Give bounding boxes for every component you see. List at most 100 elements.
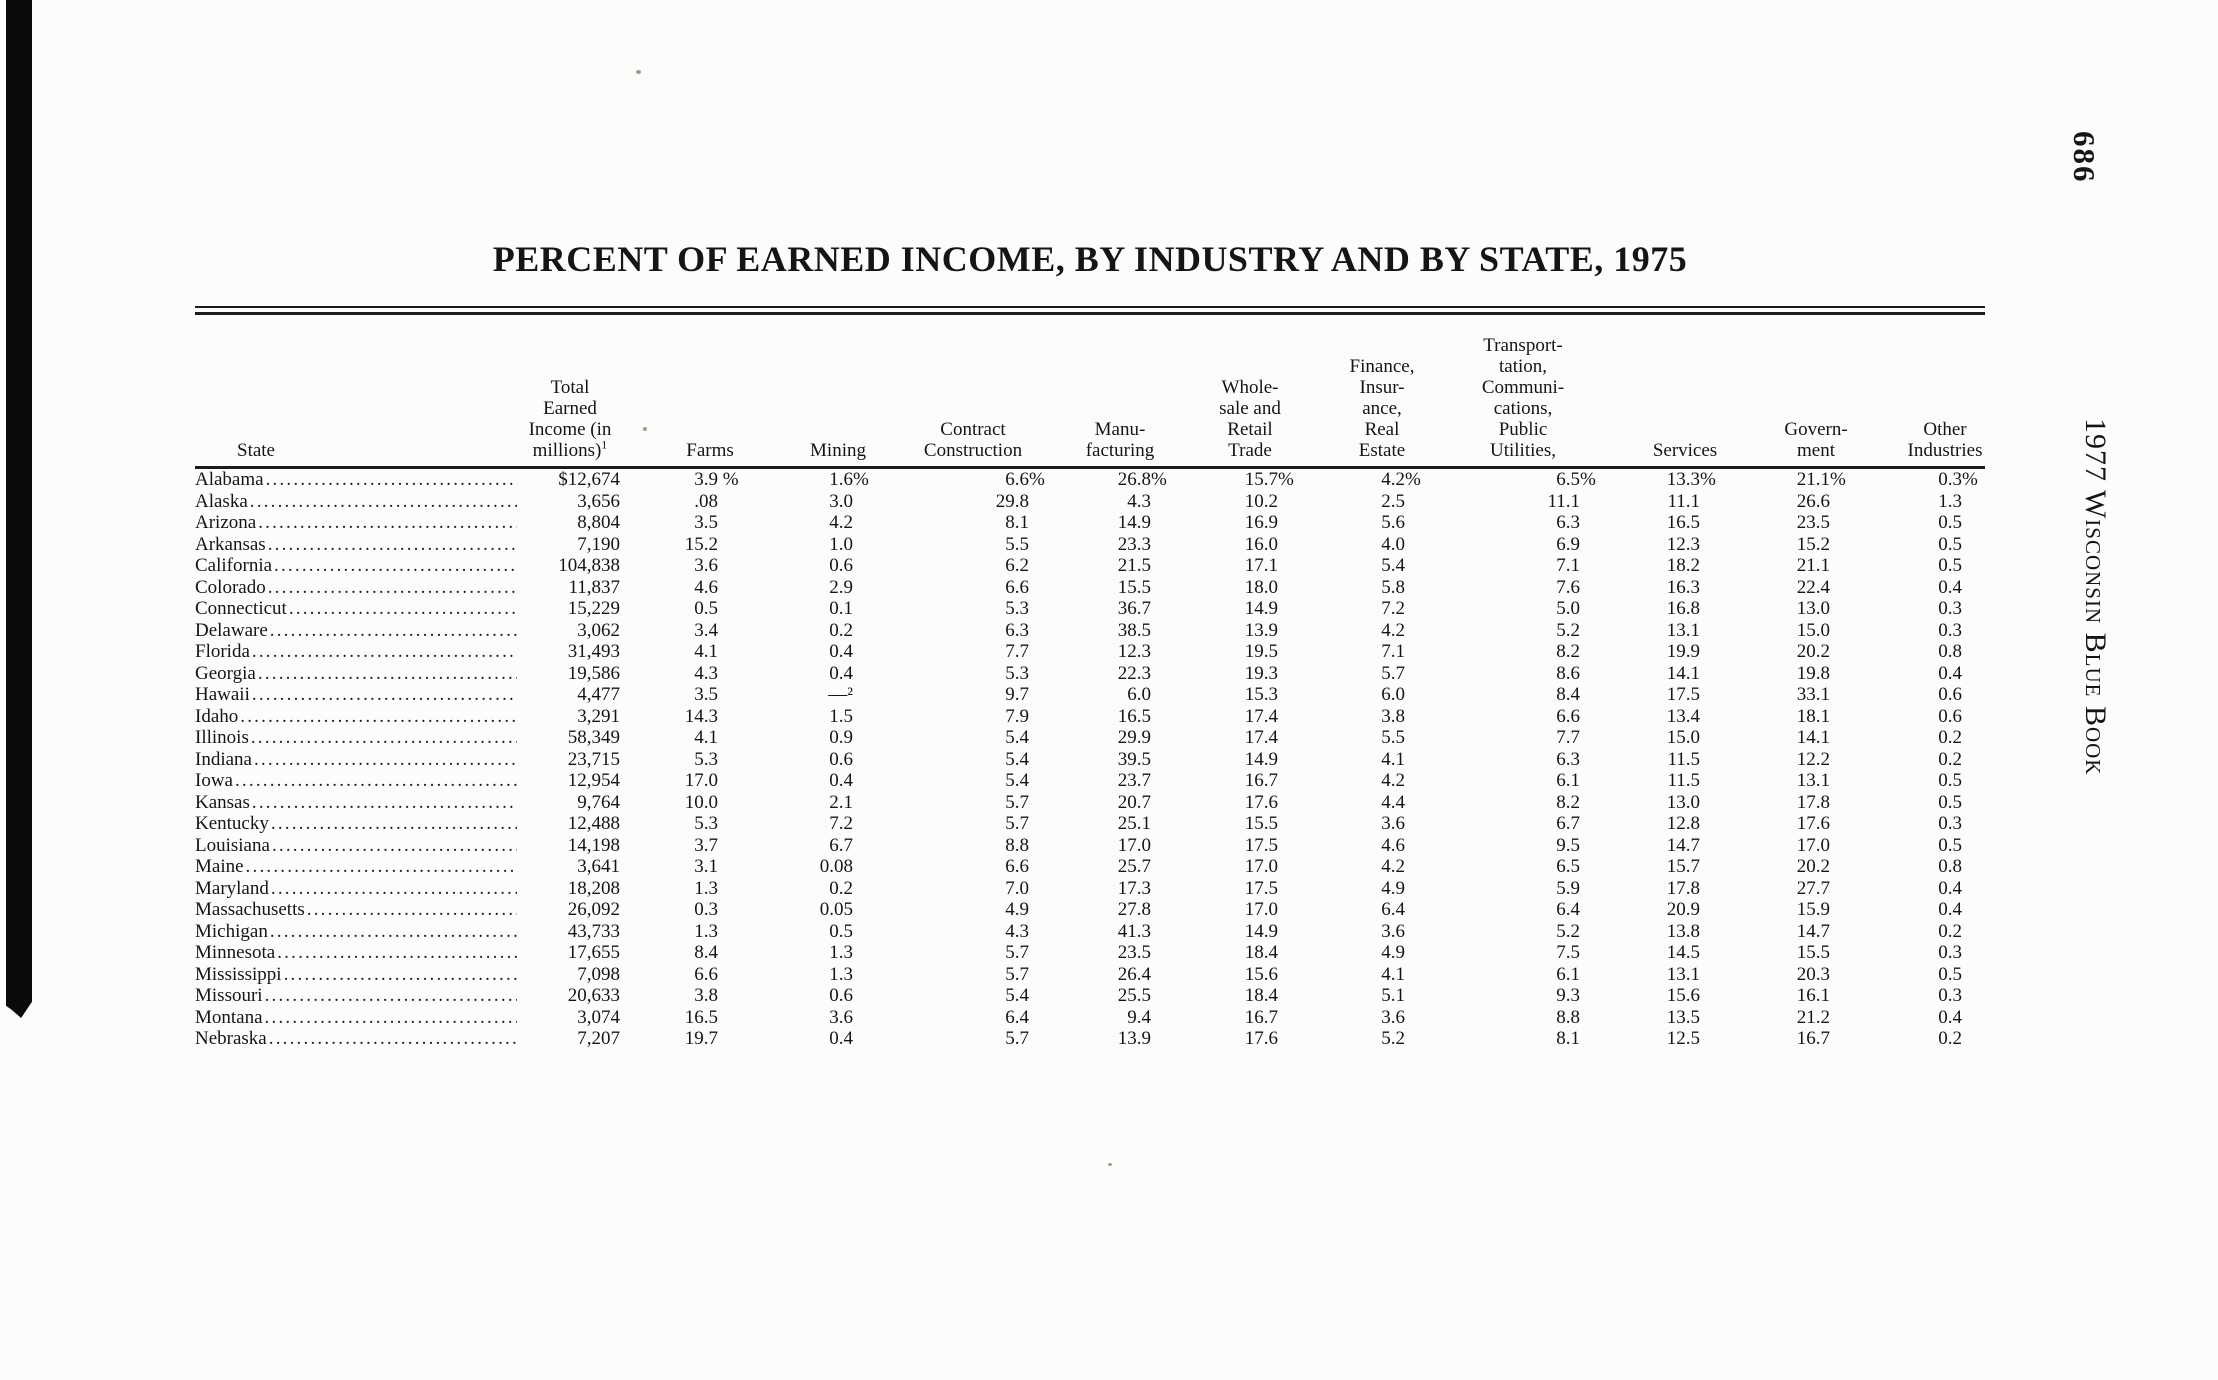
table-row: Hawaii..................................… — [195, 684, 1985, 706]
value-cell-mining: 0.6 — [829, 748, 853, 770]
value-cell-finance: 4.1 — [1381, 748, 1405, 770]
value-cell-services: 17.8 — [1666, 877, 1700, 899]
value-cell-manufacturing: 36.7 — [1117, 598, 1151, 619]
value-cell-farms: 16.5 — [684, 1006, 718, 1028]
value-cell-other: 0.8 — [1938, 856, 1962, 877]
value-cell-services: 13.3% — [1666, 469, 1716, 490]
state-name-cell: Alaska..................................… — [195, 491, 525, 513]
value-cell-mining: 4.2 — [829, 512, 853, 533]
value-cell-other: 0.4 — [1938, 899, 1962, 920]
value-cell-wholesale-retail: 16.0 — [1244, 533, 1278, 555]
value-cell-contract-construction: 5.5 — [1005, 533, 1029, 555]
value-cell-contract-construction: 6.6% — [1005, 469, 1045, 490]
value-cell-mining: 0.6 — [829, 555, 853, 576]
value-cell-government: 16.7 — [1796, 1028, 1830, 1049]
value-cell-manufacturing: 26.4 — [1117, 963, 1151, 985]
value-cell-mining: 2.9 — [829, 576, 853, 598]
value-cell-farms: 10.0 — [684, 791, 718, 813]
dot-leader: ........................................… — [264, 985, 517, 1006]
value-cell-manufacturing: 9.4 — [1127, 1006, 1151, 1028]
value-cell-transport: 5.0 — [1556, 598, 1580, 619]
value-cell-manufacturing: 6.0 — [1127, 684, 1151, 705]
state-name: Illinois — [195, 727, 249, 748]
value-cell-transport: 9.5 — [1556, 834, 1580, 856]
value-cell-other: 0.8 — [1938, 641, 1962, 662]
dot-leader: ........................................… — [277, 942, 517, 963]
value-cell-farms: 4.1 — [694, 727, 718, 748]
value-cell-income: 26,092 — [567, 899, 620, 920]
value-cell-finance: 4.2% — [1381, 469, 1421, 490]
value-cell-farms: 3.7 — [694, 834, 718, 856]
value-cell-services: 15.6 — [1666, 985, 1700, 1006]
table-row: Connecticut.............................… — [195, 598, 1985, 620]
value-cell-income: 43,733 — [567, 920, 620, 942]
dot-leader: ........................................… — [288, 598, 517, 619]
percent-sign: % — [1580, 469, 1596, 490]
table-row: Minnesota...............................… — [195, 942, 1985, 964]
value-cell-farms: 4.6 — [694, 576, 718, 598]
value-cell-finance: 4.9 — [1381, 877, 1405, 899]
value-cell-farms: 19.7 — [684, 1028, 718, 1049]
scan-speck — [636, 70, 641, 74]
value-cell-income: $12,674 — [558, 469, 620, 490]
value-cell-income: 3,656 — [577, 490, 620, 512]
value-cell-other: 0.2 — [1938, 748, 1962, 770]
value-cell-income: 7,098 — [577, 963, 620, 985]
value-cell-finance: 5.4 — [1381, 555, 1405, 576]
value-cell-income: 18,208 — [567, 877, 620, 899]
state-name-cell: Michigan................................… — [195, 921, 525, 943]
value-cell-wholesale-retail: 17.1 — [1244, 555, 1278, 576]
table-row: Kansas..................................… — [195, 792, 1985, 814]
value-cell-farms: 17.0 — [684, 770, 718, 791]
state-name-cell: Idaho...................................… — [195, 706, 525, 728]
state-name-cell: Delaware................................… — [195, 620, 525, 642]
value-cell-wholesale-retail: 14.9 — [1244, 748, 1278, 770]
value-cell-contract-construction: 8.1 — [1005, 512, 1029, 533]
column-header-income: Total Earned Income (in millions)1 — [528, 377, 612, 461]
value-cell-other: 0.5 — [1938, 834, 1962, 856]
value-cell-manufacturing: 17.3 — [1117, 877, 1151, 899]
value-cell-transport: 5.2 — [1556, 920, 1580, 942]
value-cell-finance: 6.0 — [1381, 684, 1405, 705]
dot-leader: ........................................… — [234, 770, 517, 791]
value-cell-income: 3,291 — [577, 705, 620, 727]
dot-leader: ........................................… — [250, 727, 517, 748]
value-cell-other: 0.6 — [1938, 705, 1962, 727]
table-row: Montana.................................… — [195, 1007, 1985, 1029]
state-name: Kansas — [195, 791, 250, 813]
column-header-other: Other Industries — [1907, 419, 1983, 461]
percent-sign: % — [1830, 469, 1846, 490]
dot-leader: ........................................… — [257, 662, 517, 684]
value-cell-government: 23.5 — [1796, 512, 1830, 533]
value-cell-income: 19,586 — [567, 662, 620, 684]
value-cell-other: 0.2 — [1938, 727, 1962, 748]
percent-sign: % — [1405, 469, 1421, 490]
table-row: Iowa....................................… — [195, 770, 1985, 792]
value-cell-farms: 4.3 — [694, 662, 718, 684]
value-cell-manufacturing: 39.5 — [1117, 748, 1151, 770]
value-cell-services: 14.5 — [1666, 942, 1700, 963]
state-name: Montana — [195, 1006, 263, 1028]
value-cell-contract-construction: 5.7 — [1005, 963, 1029, 985]
value-cell-government: 26.6 — [1796, 490, 1830, 512]
value-cell-services: 13.5 — [1666, 1006, 1700, 1028]
value-cell-income: 3,074 — [577, 1006, 620, 1028]
value-cell-other: 0.3 — [1938, 619, 1962, 641]
value-cell-other: 0.3% — [1938, 469, 1978, 490]
value-cell-services: 11.5 — [1667, 748, 1700, 770]
dot-leader: ........................................… — [274, 555, 517, 576]
percent-sign: % — [1278, 469, 1294, 490]
state-name: Hawaii — [195, 684, 250, 705]
state-name: Delaware — [195, 619, 268, 641]
table-top-rule-2 — [195, 312, 1985, 315]
value-cell-manufacturing: 13.9 — [1117, 1028, 1151, 1049]
dot-leader: ........................................… — [251, 641, 517, 662]
value-cell-mining: —² — [828, 684, 853, 705]
value-cell-other: 0.5 — [1938, 555, 1962, 576]
value-cell-mining: 1.3 — [829, 942, 853, 963]
value-cell-other: 0.4 — [1938, 662, 1962, 684]
value-cell-transport: 5.9 — [1556, 877, 1580, 899]
value-cell-manufacturing: 27.8 — [1117, 899, 1151, 920]
state-name: Idaho — [195, 705, 239, 727]
value-cell-contract-construction: 5.3 — [1005, 598, 1029, 619]
